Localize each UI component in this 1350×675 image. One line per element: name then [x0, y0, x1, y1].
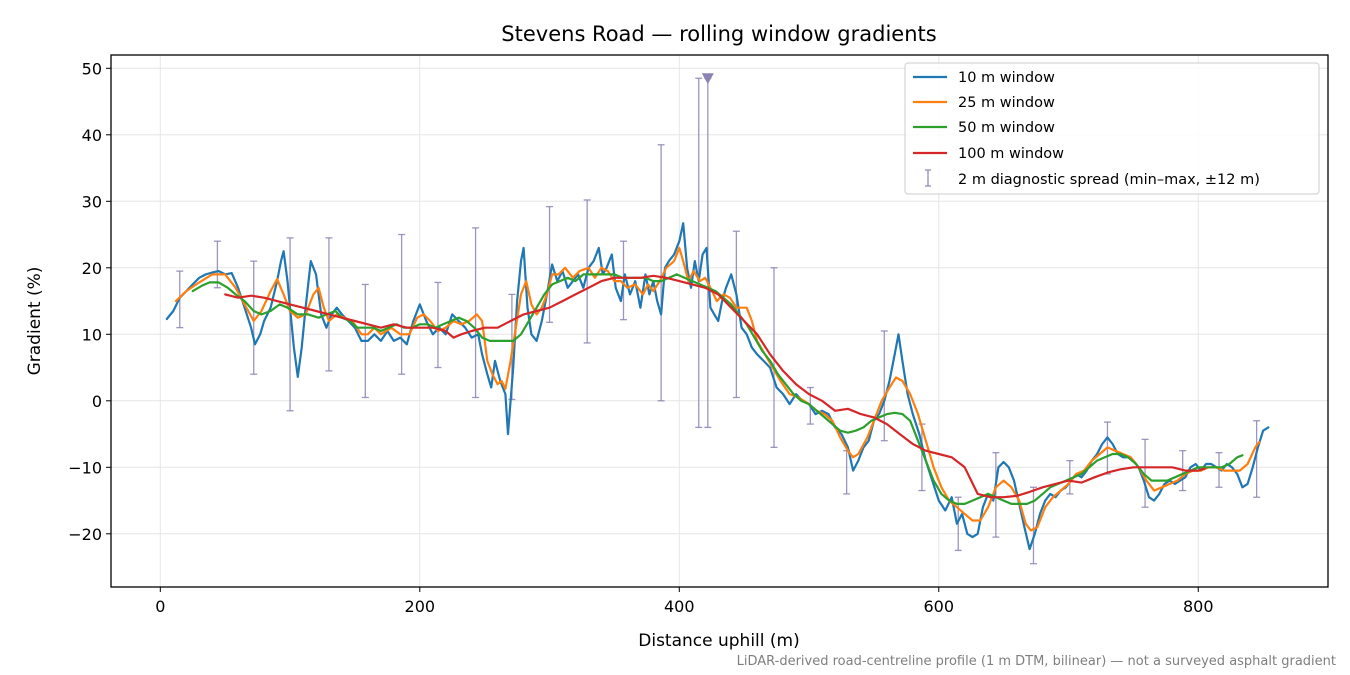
error-bar — [213, 240, 221, 289]
grid — [111, 55, 1328, 587]
error-bar — [1066, 459, 1074, 495]
legend-swatch-errorbar — [925, 169, 931, 187]
plot-area — [165, 73, 1270, 565]
series-line-2 — [191, 273, 1244, 505]
error-bar — [325, 237, 333, 372]
tick-labels: 0 200 400 600 800 −20 −10 0 10 20 30 40 50 — [68, 59, 1213, 616]
error-bar — [1141, 438, 1149, 508]
legend-label-25m: 25 m window — [958, 95, 1055, 111]
footnote: LiDAR-derived road-centreline profile (1… — [737, 654, 1336, 669]
error-bar — [472, 227, 480, 399]
legend: 10 m window 25 m window 50 m window 100 … — [904, 62, 1320, 195]
legend-label-50m: 50 m window — [958, 120, 1055, 136]
legend-label-100m: 100 m window — [958, 146, 1064, 162]
series-line-3 — [224, 274, 1206, 499]
legend-label-10m: 10 m window — [958, 70, 1055, 86]
x-tick-label: 400 — [664, 597, 695, 616]
x-tick-label: 200 — [405, 597, 436, 616]
y-tick-label: −20 — [68, 525, 102, 544]
y-tick-label: 30 — [82, 192, 102, 211]
y-tick-label: 20 — [82, 259, 102, 278]
error-bar — [657, 144, 665, 402]
error-bar — [992, 452, 1000, 538]
outlier-marker — [701, 73, 714, 85]
error-bar — [398, 233, 406, 375]
error-bar — [286, 237, 294, 412]
x-axis-label: Distance uphill (m) — [638, 631, 799, 651]
error-bars — [176, 77, 1261, 565]
y-axis-label: Gradient (%) — [25, 267, 45, 376]
legend-box — [904, 62, 1320, 195]
x-tick-label: 600 — [923, 597, 954, 616]
y-tick-label: 50 — [82, 59, 102, 78]
x-tick-label: 800 — [1183, 597, 1214, 616]
error-bar — [434, 281, 442, 369]
error-bar — [1253, 420, 1261, 498]
chart-title: Stevens Road — rolling window gradients — [501, 22, 936, 46]
y-tick-label: 40 — [82, 126, 102, 145]
x-tick-label: 0 — [155, 597, 165, 616]
y-tick-label: 10 — [82, 325, 102, 344]
error-bar — [695, 77, 703, 429]
y-tick-label: −10 — [68, 458, 102, 477]
y-tick-label: 0 — [92, 392, 102, 411]
error-bar — [546, 205, 554, 323]
legend-label-errorbar: 2 m diagnostic spread (min–max, ±12 m) — [958, 172, 1260, 188]
error-bar — [954, 496, 962, 552]
error-bar — [250, 260, 258, 375]
series-line-1 — [174, 246, 1261, 532]
axes-frame — [110, 54, 1329, 588]
